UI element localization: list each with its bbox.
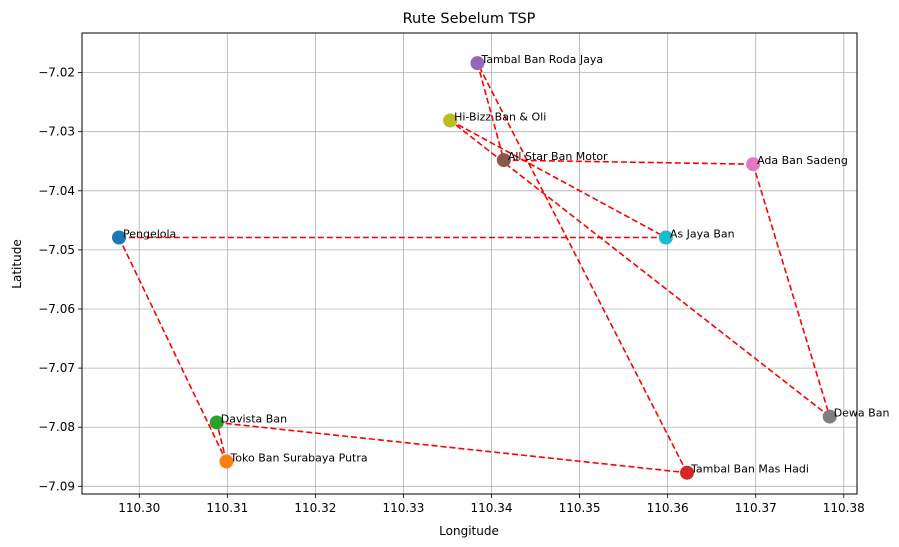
point-label: Toko Ban Surabaya Putra	[229, 451, 367, 464]
y-tick-label: −7.06	[38, 302, 75, 316]
x-tick-label: 110.35	[559, 501, 601, 515]
y-tick-label: −7.03	[38, 125, 75, 139]
data-point	[470, 56, 485, 71]
plot-frame	[81, 32, 858, 495]
data-point	[443, 113, 458, 128]
data-point	[746, 157, 761, 172]
data-point	[111, 230, 126, 245]
x-axis-title: Longitude	[439, 524, 499, 538]
point-label: Ada Ban Sadeng	[757, 154, 848, 167]
route-segment	[449, 119, 831, 418]
x-tick-label: 110.38	[823, 501, 865, 515]
route-lines	[118, 62, 831, 474]
x-tick-label: 110.34	[471, 501, 513, 515]
point-label: Hi-Bizz Ban & Oli	[454, 110, 546, 123]
data-point	[658, 230, 673, 245]
point-label: Davista Ban	[221, 412, 287, 425]
route-segment	[476, 62, 688, 474]
chart-title: Rute Sebelum TSP	[403, 11, 536, 27]
route-segment	[215, 422, 228, 462]
point-label: All Star Ban Motor	[508, 150, 608, 163]
axis-ticks: 110.30 110.31 110.32 110.33 110.34 110.35 110.…	[38, 66, 865, 515]
route-segment	[752, 163, 831, 417]
point-label: As Jaya Ban	[670, 227, 735, 240]
data-point	[680, 465, 695, 480]
x-tick-label: 110.37	[735, 501, 777, 515]
y-tick-label: −7.07	[38, 361, 75, 375]
x-tick-label: 110.30	[118, 501, 160, 515]
data-points	[111, 56, 837, 480]
data-point	[219, 454, 234, 469]
route-segment	[216, 421, 688, 474]
x-tick-label: 110.36	[647, 501, 689, 515]
point-label: Tambal Ban Roda Jaya	[480, 53, 603, 66]
y-tick-label: −7.08	[38, 420, 75, 434]
data-point	[209, 415, 224, 430]
y-tick-label: −7.04	[38, 184, 75, 198]
route-segment	[476, 62, 505, 161]
y-tick-label: −7.02	[38, 66, 75, 80]
y-tick-label: −7.05	[38, 243, 75, 257]
y-tick-label: −7.09	[38, 479, 75, 493]
x-tick-label: 110.31	[206, 501, 248, 515]
x-tick-label: 110.33	[382, 501, 424, 515]
point-labels: Pengelola Toko Ban Surabaya Putra Davista …	[123, 53, 889, 476]
route-segment	[449, 119, 667, 239]
x-tick-label: 110.32	[294, 501, 336, 515]
data-point	[822, 409, 837, 424]
data-point	[496, 153, 511, 168]
route-segment	[118, 237, 228, 462]
point-label: Dewa Ban	[834, 407, 890, 420]
y-axis-title: Latitude	[10, 239, 24, 288]
point-label: Pengelola	[123, 227, 176, 240]
route-segment	[503, 159, 754, 166]
point-label: Tambal Ban Mas Hadi	[690, 463, 809, 476]
